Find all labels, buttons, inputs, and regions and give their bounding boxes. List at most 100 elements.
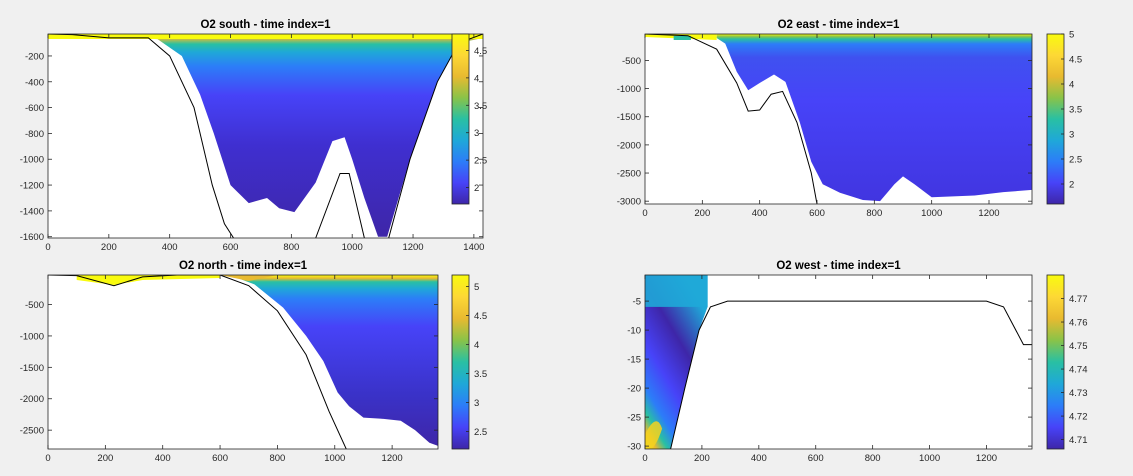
- y-tick-label: -5: [633, 297, 641, 308]
- colorbar: [451, 274, 470, 450]
- y-tick-label: -1000: [20, 331, 44, 342]
- colorbar-tick-label: 4.5: [474, 46, 487, 57]
- axes-box: [47, 33, 484, 239]
- o2-upper-block: [645, 275, 708, 307]
- x-tick-label: 200: [694, 453, 710, 464]
- x-tick-label: 0: [45, 242, 50, 253]
- y-tick-label: -400: [25, 77, 44, 88]
- x-tick-label: 0: [45, 453, 50, 464]
- y-tick-label: -20: [627, 384, 641, 395]
- chart-title: O2 west - time index=1: [776, 260, 901, 272]
- o2-field: [645, 34, 1032, 202]
- colorbar-tick-label: 3.5: [1069, 105, 1082, 116]
- panel-east: O2 east - time index=1 0 200 400 600 800 1000…: [617, 19, 1083, 219]
- colorbar: [1046, 274, 1065, 450]
- x-tick-label: 400: [155, 453, 171, 464]
- o2-field-region: [48, 34, 483, 237]
- y-tick-label: -2000: [20, 394, 44, 405]
- o2-surface-band: [220, 275, 278, 281]
- colorbar-tick-label: 4.77: [1069, 294, 1088, 305]
- y-tick-label: -1200: [20, 181, 44, 192]
- y-tick-label: -1000: [20, 155, 44, 166]
- o2-field: [645, 275, 708, 449]
- y-tick-label: -10: [627, 326, 641, 337]
- colorbar-tick-label: 4: [474, 73, 479, 84]
- x-tick-label: 200: [101, 242, 117, 253]
- o2-surface-patch: [673, 36, 691, 40]
- colorbar-tick-label: 4: [1069, 80, 1074, 91]
- x-tick-label: 1200: [382, 453, 403, 464]
- colorbar-tick-label: 4.76: [1069, 318, 1088, 329]
- y-tick-label: -500: [25, 300, 44, 311]
- o2-field-region: [645, 275, 708, 449]
- colorbar-tick-label: 4.73: [1069, 388, 1088, 399]
- o2-field-region: [716, 34, 1032, 202]
- o2-surface-band: [48, 34, 483, 39]
- colorbar: [451, 33, 470, 205]
- x-tick-label: 1000: [921, 208, 942, 219]
- axes-box: [644, 33, 1033, 205]
- colorbar-tick-label: 4.71: [1069, 435, 1088, 446]
- x-tick-label: 600: [809, 208, 825, 219]
- chart-title: O2 south - time index=1: [200, 19, 331, 31]
- bathymetry-line: [645, 34, 818, 204]
- colorbar-tick-label: 2.5: [1069, 155, 1082, 166]
- x-tick-label: 1000: [324, 453, 345, 464]
- x-tick-label: 1200: [976, 453, 997, 464]
- o2-field: [48, 34, 483, 237]
- x-tick-label: 400: [751, 453, 767, 464]
- colorbar-tick-label: 3.5: [474, 101, 487, 112]
- o2-lower-blob: [645, 421, 663, 449]
- x-tick-label: 200: [97, 453, 113, 464]
- y-tick-label: -1500: [617, 112, 641, 123]
- x-tick-label: 200: [694, 208, 710, 219]
- colorbar-tick-label: 2.5: [474, 156, 487, 167]
- y-tick-label: -2000: [617, 140, 641, 151]
- x-tick-label: 1200: [978, 208, 999, 219]
- colorbar-tick-label: 4: [474, 340, 479, 351]
- x-tick-label: 0: [642, 208, 647, 219]
- colorbar-tick-label: 3: [474, 398, 479, 409]
- y-tick-label: -15: [627, 355, 641, 366]
- colorbar-tick-label: 2: [474, 183, 479, 194]
- colorbar-tick-label: 4.5: [1069, 55, 1082, 66]
- y-tick-label: -1000: [617, 84, 641, 95]
- y-tick-label: -800: [25, 129, 44, 140]
- y-tick-label: -2500: [20, 426, 44, 437]
- chart-title: O2 east - time index=1: [778, 19, 900, 31]
- colorbar: [1046, 33, 1065, 205]
- colorbar-tick-label: 3: [1069, 130, 1074, 141]
- y-tick-label: -1400: [20, 206, 44, 217]
- x-tick-label: 1000: [342, 242, 363, 253]
- y-tick-label: -200: [25, 51, 44, 62]
- colorbar-tick-label: 5: [474, 282, 479, 293]
- panel-north: O2 north - time index=1 0 200 400 600 800 100…: [20, 260, 488, 464]
- x-tick-label: 1000: [919, 453, 940, 464]
- o2-field-region: [220, 275, 438, 446]
- y-tick-label: -1500: [20, 363, 44, 374]
- bathymetry-line: [48, 275, 347, 449]
- y-tick-label: -3000: [617, 197, 641, 208]
- o2-field: [76, 275, 438, 446]
- y-tick-label: -1600: [20, 232, 44, 243]
- colorbar-tick-label: 2: [1069, 180, 1074, 191]
- x-tick-label: 600: [212, 453, 228, 464]
- colorbar-tick-label: 4.72: [1069, 412, 1088, 423]
- chart-title: O2 north - time index=1: [179, 260, 308, 272]
- x-tick-label: 600: [223, 242, 239, 253]
- plot-area: [645, 275, 1032, 449]
- colorbar-tick-label: 4.75: [1069, 341, 1088, 352]
- bathymetry-line: [670, 300, 1032, 449]
- colorbar-tick-label: 2.5: [474, 427, 487, 438]
- colorbar-tick-label: 5: [1069, 30, 1074, 41]
- x-tick-label: 800: [269, 453, 285, 464]
- y-tick-label: -600: [25, 103, 44, 114]
- x-tick-label: 400: [162, 242, 178, 253]
- colorbar-tick-label: 3: [474, 128, 479, 139]
- panel-west: O2 west - time index=1 0 200 400 600 800 1000…: [627, 260, 1087, 464]
- x-tick-label: 800: [866, 208, 882, 219]
- axes-box: [47, 274, 439, 450]
- x-tick-label: 0: [642, 453, 647, 464]
- o2-surface-band: [76, 275, 221, 285]
